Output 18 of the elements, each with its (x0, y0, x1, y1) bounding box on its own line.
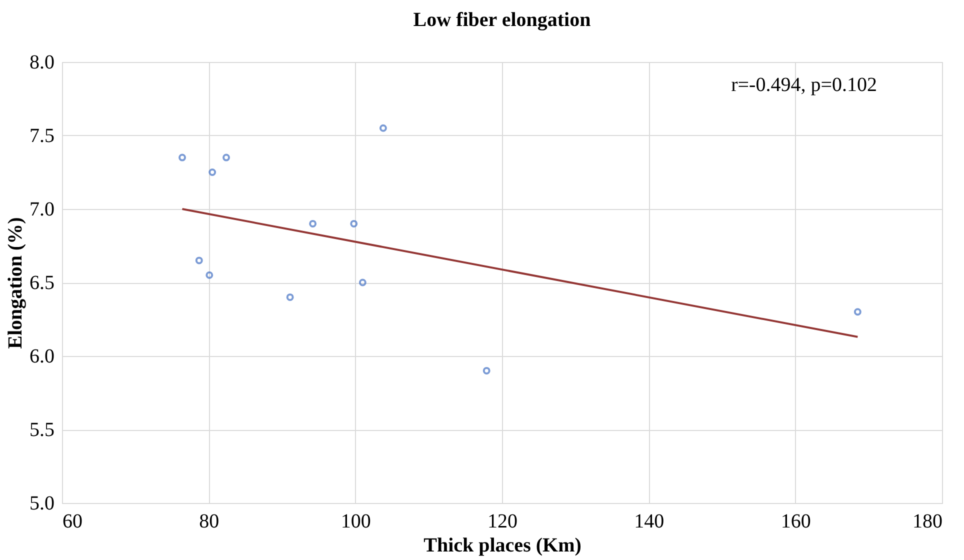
x-tick-label: 80 (199, 510, 220, 532)
y-tick-label: 5.0 (30, 492, 54, 514)
y-tick-label: 7.5 (30, 125, 54, 147)
y-axis-title: Elongation (%) (4, 217, 26, 349)
x-tick-label: 160 (780, 510, 811, 532)
x-tick-label: 60 (62, 510, 82, 532)
y-tick-label: 5.5 (30, 419, 54, 441)
x-tick-label: 180 (912, 510, 942, 532)
y-tick-label: 6.0 (30, 346, 54, 368)
y-tick-label: 8.0 (30, 52, 54, 74)
annotation: r=-0.494, p=0.102 (731, 74, 877, 96)
x-tick-label: 140 (634, 510, 664, 532)
y-tick-label: 7.0 (30, 198, 54, 220)
x-tick-label: 120 (488, 510, 518, 532)
x-axis-title: Thick places (Km) (424, 534, 582, 556)
x-tick-label: 100 (340, 510, 371, 532)
chart-title: Low fiber elongation (413, 9, 591, 31)
y-tick-label: 6.5 (30, 272, 54, 294)
